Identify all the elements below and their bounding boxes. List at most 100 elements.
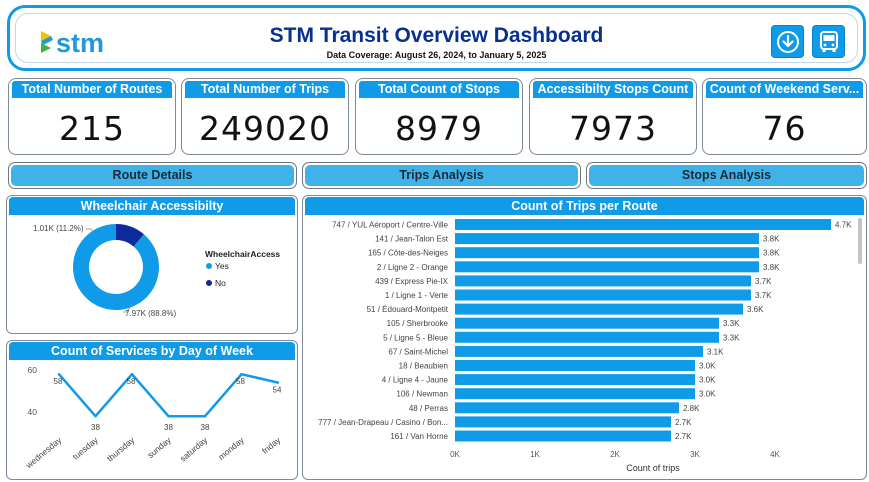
category-label: 5 / Ligne 5 - Bleue	[383, 333, 448, 342]
legend-item-no: No	[215, 278, 226, 288]
donut-slice-yes	[73, 224, 160, 310]
stops-analysis-button[interactable]: Stops Analysis	[586, 162, 867, 189]
kpi-weekend-services: Count of Weekend Serv... 76	[702, 78, 867, 155]
line-data-label: 58	[54, 377, 63, 386]
page-title: STM Transit Overview Dashboard	[269, 24, 604, 47]
x-tick-label: 3K	[690, 450, 700, 459]
category-label: 161 / Van Horne	[390, 432, 448, 441]
kpi-value: 7973	[569, 109, 657, 148]
category-label: 1 / Ligne 1 - Verte	[385, 291, 449, 300]
kpi-total-routes: Total Number of Routes 215	[8, 78, 176, 155]
x-tick-label: tuesday	[71, 434, 101, 461]
bar-data-label: 3.7K	[755, 277, 772, 286]
donut-slice-no	[116, 224, 144, 247]
kpi-label: Accessibilty Stops Count	[533, 81, 693, 98]
category-label: 67 / Saint-Michel	[388, 347, 448, 356]
bar	[455, 402, 679, 414]
line-data-label: 38	[164, 423, 173, 432]
bar-data-label: 3.8K	[763, 263, 780, 272]
bar-data-label: 3.0K	[699, 362, 716, 371]
bar-data-label: 3.1K	[707, 347, 724, 356]
line-point	[276, 381, 280, 384]
x-tick-label: thursday	[105, 434, 137, 463]
bar-data-label: 3.8K	[763, 235, 780, 244]
download-button[interactable]	[771, 25, 804, 58]
line-data-label: 58	[127, 377, 136, 386]
x-axis-title: Count of trips	[626, 463, 680, 473]
bar	[455, 317, 719, 329]
bar-data-label: 2.7K	[675, 418, 692, 427]
category-label: 777 / Jean-Drapeau / Casino / Bon...	[318, 418, 448, 427]
category-label: 51 / Édouard-Montpetit	[367, 305, 449, 314]
route-details-button[interactable]: Route Details	[8, 162, 297, 189]
bar	[455, 219, 831, 230]
line-data-label: 38	[91, 423, 100, 432]
services-chart-title: Count of Services by Day of Week	[9, 342, 295, 360]
x-tick-label: sunday	[145, 434, 173, 460]
bar	[455, 261, 759, 273]
line-point	[130, 373, 134, 376]
kpi-accessibility-stops: Accessibilty Stops Count 7973	[529, 78, 697, 155]
data-coverage-subtitle: Data Coverage: August 26, 2024, to Janua…	[326, 50, 547, 60]
bar	[455, 345, 703, 357]
legend-item-yes: Yes	[215, 261, 229, 271]
kpi-total-trips: Total Number of Trips 249020	[181, 78, 349, 155]
bar-data-label: 3.8K	[763, 249, 780, 258]
route-details-label: Route Details	[11, 165, 294, 186]
bar	[455, 416, 671, 428]
services-line	[58, 372, 279, 418]
trips-bar-chart: 747 / YUL Aéroport / Centre-Ville 4.7K 141…	[318, 219, 852, 473]
y-tick-label: 60	[28, 365, 38, 375]
kpi-value: 8979	[395, 109, 483, 148]
bar	[455, 430, 671, 442]
category-label: 106 / Newman	[396, 390, 448, 399]
category-label: 4 / Ligne 4 - Jaune	[382, 376, 449, 385]
services-panel: Count of Services by Day of Week 40 60 58 w…	[6, 340, 298, 480]
bar-data-label: 3.7K	[755, 291, 772, 300]
kpi-label: Total Count of Stops	[359, 81, 519, 98]
data-label-yes: 7.97K (88.8%)	[125, 309, 176, 318]
bar-data-label: 4.7K	[835, 221, 852, 230]
kpi-value: 215	[59, 109, 125, 148]
wheelchair-chart-title: Wheelchair Accessibilty	[9, 197, 295, 215]
bar	[455, 247, 759, 259]
kpi-value: 76	[762, 109, 807, 148]
bar	[455, 289, 751, 301]
line-data-label: 38	[201, 423, 210, 432]
bar-data-label: 2.7K	[675, 432, 692, 441]
trips-analysis-label: Trips Analysis	[305, 165, 578, 186]
trips-chart-title: Count of Trips per Route	[305, 197, 864, 215]
x-tick-label: 2K	[610, 450, 620, 459]
logo-text: stm	[56, 28, 104, 58]
x-tick-label: 1K	[530, 450, 540, 459]
line-data-label: 58	[236, 377, 245, 386]
legend-marker-yes	[206, 263, 212, 269]
category-label: 2 / Ligne 2 - Orange	[377, 263, 449, 272]
line-point	[57, 373, 61, 376]
header: stm STM Transit Overview Dashboard Data …	[7, 5, 866, 71]
bar-data-label: 3.6K	[747, 305, 764, 314]
legend-marker-no	[206, 280, 212, 286]
bar-data-label: 3.3K	[723, 333, 740, 342]
stm-logo: stm	[41, 28, 104, 58]
x-tick-label: 0K	[450, 450, 460, 459]
line-point	[167, 415, 170, 418]
trips-analysis-button[interactable]: Trips Analysis	[302, 162, 581, 189]
leader-line-no	[86, 228, 95, 235]
line-point	[240, 373, 243, 376]
x-tick-label: 4K	[770, 450, 780, 459]
bar-data-label: 3.3K	[723, 319, 740, 328]
y-tick-label: 40	[28, 407, 38, 417]
category-label: 105 / Sherbrooke	[387, 319, 449, 328]
kpi-label: Count of Weekend Serv...	[706, 81, 863, 98]
trips-per-route-panel: Count of Trips per Route 747 / YUL Aérop…	[302, 195, 867, 480]
chart-scrollbar[interactable]	[858, 218, 862, 264]
line-point	[203, 415, 207, 418]
category-label: 439 / Express Pie-IX	[375, 277, 449, 286]
stops-analysis-label: Stops Analysis	[589, 165, 864, 186]
download-icon	[777, 31, 799, 53]
header-frame	[15, 13, 858, 63]
bus-button[interactable]	[812, 25, 845, 58]
category-label: 18 / Beaubien	[399, 362, 448, 371]
x-tick-label: monday	[216, 434, 246, 462]
